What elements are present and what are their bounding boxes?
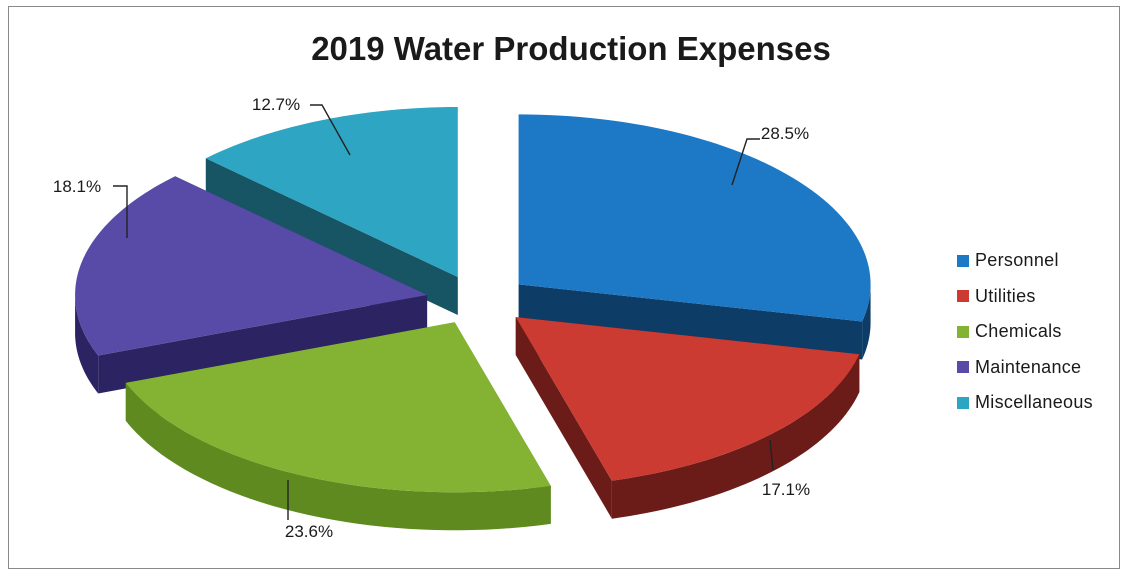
pie-slice-miscellaneous — [205, 107, 458, 278]
data-label-chemicals: 23.6% — [285, 522, 333, 541]
pie-slice-chemicals — [125, 322, 551, 493]
slice-edge-face — [98, 294, 428, 394]
legend-label: Miscellaneous — [975, 392, 1093, 413]
legend-item-miscellaneous: Miscellaneous — [957, 385, 1093, 421]
data-label-miscellaneous: 12.7% — [252, 95, 300, 114]
legend-swatch — [957, 396, 969, 409]
leader-line-miscellaneous — [310, 104, 351, 156]
pie-slice-utilities — [515, 317, 860, 481]
legend-item-personnel: Personnel — [957, 243, 1093, 279]
leader-line-utilities — [769, 439, 774, 471]
chart-legend: Personnel Utilities Chemicals Maintenanc… — [957, 243, 1093, 421]
slice-outer-face — [611, 354, 860, 519]
legend-label: Personnel — [975, 250, 1059, 271]
legend-item-chemicals: Chemicals — [957, 314, 1093, 350]
legend-swatch — [957, 254, 969, 267]
legend-item-utilities: Utilities — [957, 279, 1093, 315]
data-label-personnel: 28.5% — [761, 124, 809, 143]
leader-line-personnel — [731, 138, 760, 186]
slice-edge-face — [518, 284, 863, 360]
legend-label: Chemicals — [975, 321, 1062, 342]
slice-edge-face — [205, 158, 458, 316]
pie-slice-personnel — [518, 114, 871, 322]
legend-label: Utilities — [975, 285, 1036, 306]
slice-outer-face — [862, 284, 871, 360]
legend-swatch — [957, 325, 969, 338]
slice-outer-face — [75, 294, 99, 394]
legend-label: Maintenance — [975, 356, 1082, 377]
leader-line-maintenance — [113, 185, 128, 238]
legend-item-maintenance: Maintenance — [957, 350, 1093, 386]
data-label-utilities: 17.1% — [762, 480, 810, 499]
legend-swatch — [957, 290, 969, 303]
legend-swatch — [957, 361, 969, 374]
pie-slice-side-personnel — [518, 284, 871, 360]
pie-slice-maintenance — [75, 176, 428, 356]
slice-outer-face — [125, 382, 551, 531]
pie-slice-side-miscellaneous — [205, 158, 458, 316]
data-label-maintenance: 18.1% — [53, 177, 101, 196]
slice-edge-face — [515, 317, 612, 519]
chart-title: 2019 Water Production Expenses — [311, 30, 831, 67]
